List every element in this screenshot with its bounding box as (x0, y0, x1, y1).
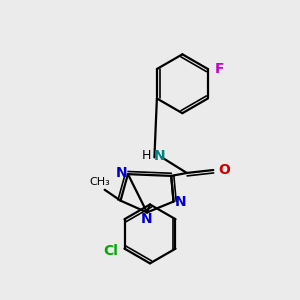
Text: N: N (175, 194, 187, 208)
Text: Cl: Cl (103, 244, 118, 258)
Text: F: F (214, 62, 224, 76)
Text: CH₃: CH₃ (89, 177, 110, 187)
Text: H: H (142, 149, 151, 162)
Text: N: N (116, 166, 127, 180)
Text: N: N (141, 212, 152, 226)
Text: O: O (219, 163, 230, 177)
Text: N: N (154, 149, 166, 163)
